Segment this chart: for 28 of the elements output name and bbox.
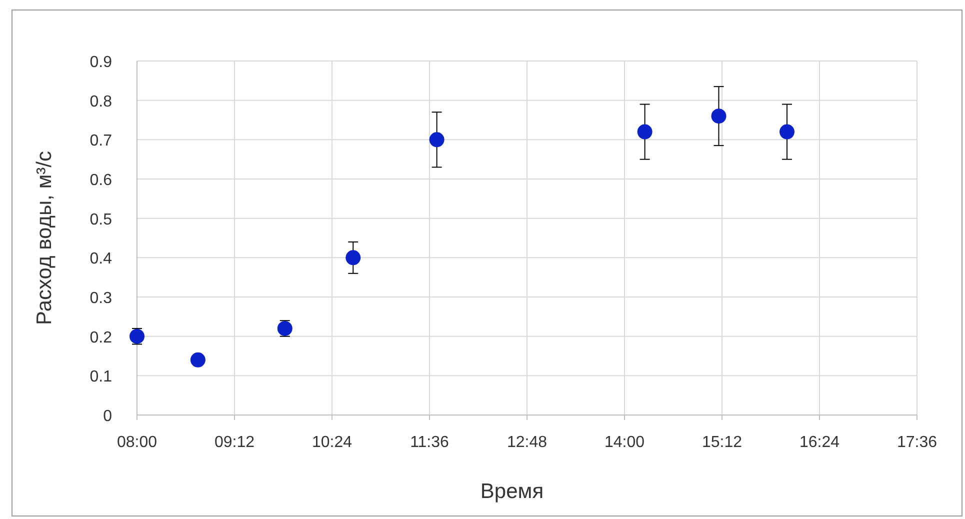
x-axis-title: Время [480,480,544,503]
y-axis-title: Расход воды, м³/с [33,151,56,325]
x-tick-label: 17:36 [896,434,938,451]
y-tick-label: 0.2 [90,329,112,346]
y-tick-label: 0.5 [90,211,112,228]
x-tick-label: 11:36 [410,434,450,451]
y-tick-label: 0.9 [90,54,112,71]
x-tick-label: 08:00 [116,434,158,451]
y-tick-label: 0.8 [90,93,112,110]
point [780,124,794,140]
y-tick-label: 0 [103,408,112,425]
y-tick-label: 0.1 [90,368,112,386]
x-tick-label: 14:00 [604,434,645,451]
y-tick-label: 0.4 [90,250,112,268]
x-tick-label: 12:48 [506,434,548,451]
point [190,352,206,368]
point [429,132,444,148]
point [130,328,144,344]
point [637,124,652,140]
point [346,250,361,266]
y-tick-label: 0.6 [90,172,112,189]
x-tick-label: 16:24 [799,434,840,451]
y-tick-label: 0.3 [90,290,112,307]
y-tick-label: 0.7 [90,132,112,150]
point [711,108,726,124]
x-tick-label: 15:12 [702,434,742,451]
x-tick-label: 10:24 [312,434,352,451]
x-tick-label: 09:12 [214,434,255,451]
